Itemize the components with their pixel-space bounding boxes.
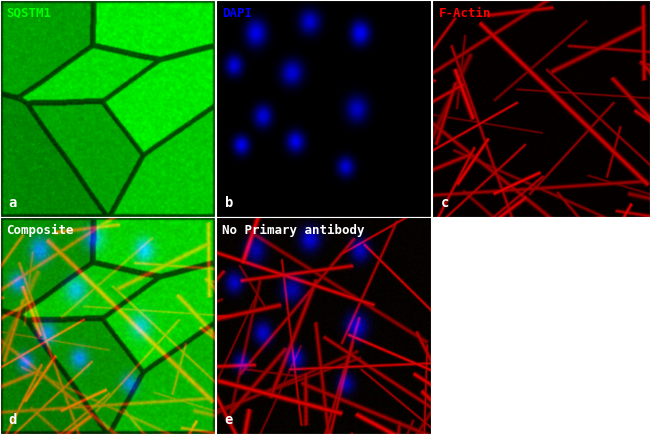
Text: a: a [8,197,17,210]
Text: DAPI: DAPI [222,7,252,20]
Text: SQSTM1: SQSTM1 [6,7,51,20]
Text: Composite: Composite [6,224,74,237]
Text: F-Actin: F-Actin [439,7,491,20]
Text: e: e [225,414,233,427]
Text: c: c [441,197,449,210]
Text: b: b [225,197,233,210]
Text: No Primary antibody: No Primary antibody [222,224,365,237]
Text: d: d [8,414,17,427]
